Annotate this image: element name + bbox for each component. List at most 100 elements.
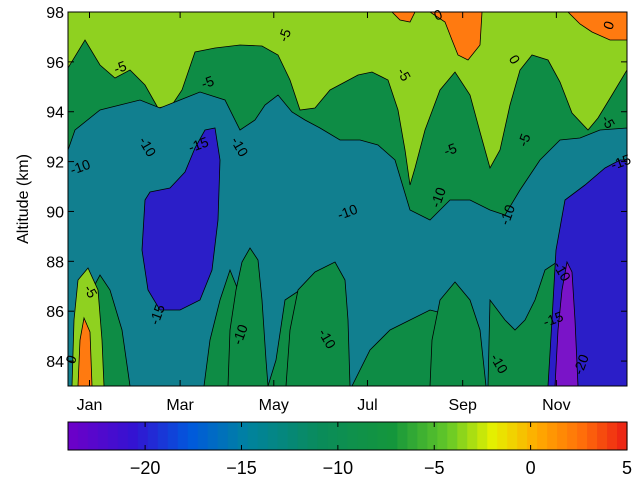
colorbar-swatch [527,422,538,450]
band-minus20-to-minus15-spring [141,127,221,311]
colorbar-swatch [407,422,418,450]
colorbar-swatch [177,422,189,450]
contour-label: -5 [442,140,459,159]
x-tick-label: Nov [542,397,570,414]
contour-label: -10 [229,322,251,347]
x-tick-label: May [259,397,289,414]
colorbar-swatch [397,422,408,450]
colorbar-swatch [537,422,548,450]
colorbar-swatch [107,422,119,450]
band-green-island-3 [429,281,487,386]
x-axis: Jan Mar May Jul Sep Nov [77,12,571,414]
contour-label: -5 [275,26,294,43]
colorbar-swatch [547,422,558,450]
contour-label: -15 [146,302,168,327]
colorbar-swatch [577,422,588,450]
colorbar-swatch [367,422,379,450]
colorbar-swatch [557,422,568,450]
plot-border [67,11,628,387]
contour-label: -5 [514,131,533,148]
colorbar-swatch [507,422,518,450]
colorbar-swatch [607,422,618,450]
colorbar-swatch [247,422,259,450]
colorbar-swatch [487,422,498,450]
colorbar-tick-label: −15 [226,458,257,478]
colorbar-swatch [587,422,598,450]
y-tick-label: 90 [46,204,64,221]
colorbar-swatch [357,422,369,450]
colorbar-tick-label: −20 [130,458,161,478]
colorbar-swatch [227,422,239,450]
y-tick-label: 86 [46,304,64,321]
x-tick-label: Jan [77,397,103,414]
x-tick-label: Mar [166,397,194,414]
x-tick-label: Sep [448,397,477,414]
colorbar-swatch [307,422,319,450]
colorbar-swatch [377,422,389,450]
band-above0-jan [77,316,93,386]
band-green-island-2 [285,261,351,386]
colorbar-tick-label: −10 [323,458,354,478]
contour-label: -5 [199,72,216,91]
colorbar-swatch [347,422,359,450]
colorbar-swatch [317,422,329,450]
contour-label: -10 [496,202,518,227]
colorbar-swatch [497,422,508,450]
x-tick-label: Jul [357,397,377,414]
colorbar-swatch [117,422,129,450]
contour-label: -15 [541,308,566,330]
colorbar-swatch [467,422,478,450]
colorbar-swatch [517,422,528,450]
colorbar-swatch [167,422,179,450]
colorbar-swatch [327,422,339,450]
colorbar-swatch [127,422,139,450]
colorbar-border [67,421,628,451]
contour-label: -10 [68,156,93,178]
contour-label: -20 [570,352,592,377]
colorbar-swatch [437,422,448,450]
colorbar-swatch [197,422,209,450]
colorbar-tick-label: 5 [622,458,632,478]
colorbar-swatch [137,422,149,450]
y-tick-label: 84 [46,354,64,371]
colorbar-swatch [567,422,578,450]
contour-label: -10 [427,185,449,210]
y-tick-label: 98 [46,5,64,22]
band-green-island-1 [227,247,269,386]
y-tick-label: 88 [46,254,64,271]
colorbar-swatch [337,422,349,450]
colorbar-swatch [257,422,269,450]
colorbar-swatch [617,422,628,450]
colorbar-swatch [207,422,219,450]
colorbar-swatch [287,422,299,450]
colorbar-swatch [97,422,109,450]
colorbar-swatch [77,422,89,450]
colorbar-swatch [277,422,289,450]
colorbar-swatch [187,422,199,450]
colorbar-tick-label: −5 [424,458,445,478]
contour-label: -5 [111,57,128,76]
colorbar-swatch [147,422,159,450]
y-axis-label: Altitude (km) [15,154,32,244]
band-above0-top-3 [567,12,627,41]
y-axis: 84 86 88 90 92 94 96 98 [46,5,627,371]
colorbar-swatch [447,422,458,450]
band-above0-top-1 [391,12,416,23]
contour-label: -15 [186,133,211,155]
y-tick-label: 92 [46,155,64,172]
colorbar-swatch [387,422,399,450]
colorbar-tick-label: 0 [526,458,536,478]
colorbar-swatch [237,422,249,450]
plot-area [68,12,627,386]
colorbar-swatch [217,422,229,450]
colorbar-swatch [267,422,279,450]
colorbar-swatch [477,422,488,450]
colorbar-swatch [457,422,468,450]
colorbar-swatch [597,422,608,450]
colorbar-swatch [417,422,428,450]
band-above0-top-2 [429,12,483,61]
colorbar-swatch [68,422,79,450]
colorbar: −20 −15 −10 −5 0 5 [67,421,632,478]
colorbar-swatch [427,422,438,450]
